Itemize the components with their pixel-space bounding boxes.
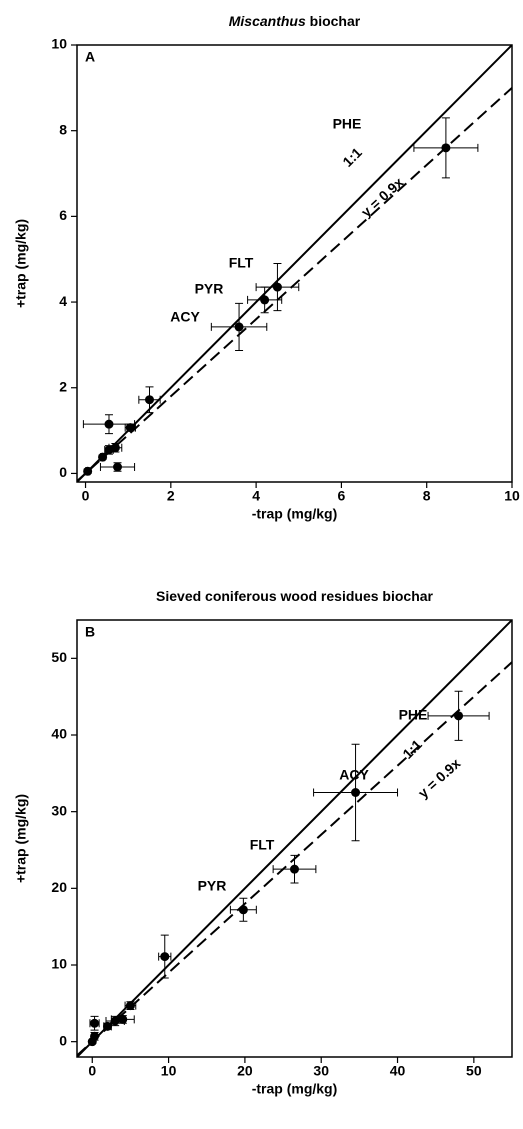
data-point xyxy=(90,1018,100,1028)
data-point xyxy=(118,1014,128,1024)
x-tick-label: 30 xyxy=(313,1063,329,1079)
y-tick-label: 10 xyxy=(51,956,67,972)
x-tick-label: 8 xyxy=(423,488,431,504)
panel-label: A xyxy=(85,49,95,65)
data-point xyxy=(110,1016,120,1026)
plot-area xyxy=(77,620,512,1057)
x-tick-label: 20 xyxy=(237,1063,253,1079)
chart-title-text: Sieved coniferous wood residues biochar xyxy=(156,588,434,604)
y-axis-label: +trap (mg/kg) xyxy=(13,219,29,308)
line-label: 1:1 xyxy=(399,736,425,762)
y-tick-label: 40 xyxy=(51,726,67,742)
reference-line xyxy=(77,45,512,482)
y-tick-label: 0 xyxy=(59,1032,67,1048)
data-point xyxy=(98,452,108,462)
data-point xyxy=(351,788,361,797)
x-tick-label: 0 xyxy=(88,1063,96,1079)
x-tick-label: 0 xyxy=(82,488,90,504)
y-tick-label: 6 xyxy=(59,207,67,223)
data-point xyxy=(234,322,244,332)
x-tick-label: 50 xyxy=(466,1063,482,1079)
data-point xyxy=(260,295,270,305)
panel-label: B xyxy=(85,624,95,640)
y-tick-label: 0 xyxy=(59,464,67,480)
compound-label: PHE xyxy=(399,707,428,723)
y-tick-label: 10 xyxy=(51,36,67,52)
data-point xyxy=(125,1001,135,1011)
y-tick-label: 50 xyxy=(51,649,67,665)
x-tick-label: 10 xyxy=(161,1063,177,1079)
data-point xyxy=(145,395,154,405)
compound-label: FLT xyxy=(250,837,275,853)
data-point xyxy=(160,952,170,962)
y-tick-label: 20 xyxy=(51,879,67,895)
data-point xyxy=(454,711,464,721)
x-tick-label: 40 xyxy=(390,1063,406,1079)
data-point xyxy=(83,466,93,476)
data-point xyxy=(290,864,299,874)
x-tick-label: 4 xyxy=(252,488,260,504)
y-tick-label: 4 xyxy=(59,293,67,309)
x-axis-label: -trap (mg/kg) xyxy=(252,506,338,522)
y-tick-label: 2 xyxy=(59,378,67,394)
data-point xyxy=(87,1037,97,1047)
x-axis-label: -trap (mg/kg) xyxy=(252,1081,338,1097)
data-point xyxy=(103,1021,113,1031)
compound-label: ACY xyxy=(170,309,200,325)
y-axis-label: +trap (mg/kg) xyxy=(13,794,29,883)
data-point xyxy=(104,445,114,455)
data-point xyxy=(125,423,135,433)
data-point xyxy=(104,419,114,429)
x-tick-label: 10 xyxy=(504,488,520,504)
compound-label: FLT xyxy=(229,255,254,271)
chart-title: Sieved coniferous wood residues biochar xyxy=(156,588,434,604)
data-point xyxy=(113,462,123,472)
compound-label: PHE xyxy=(333,116,362,132)
x-tick-label: 2 xyxy=(167,488,175,504)
chart-title: Miscanthus biochar xyxy=(229,13,361,29)
compound-label: PYR xyxy=(198,878,227,894)
data-point xyxy=(441,143,451,153)
line-label: y = 0.9x xyxy=(358,174,407,220)
y-tick-label: 30 xyxy=(51,802,67,818)
plot-frame xyxy=(76,44,513,483)
line-label: 1:1 xyxy=(339,144,365,170)
y-tick-label: 8 xyxy=(59,121,67,137)
chart-title-text: biochar xyxy=(310,13,361,29)
plot-frame xyxy=(76,619,513,1058)
line-label: y = 0.9x xyxy=(415,755,464,801)
reference-line xyxy=(77,620,512,1057)
reference-line xyxy=(77,87,512,482)
data-point xyxy=(272,282,282,292)
compound-label: PYR xyxy=(195,281,224,297)
chart-title-italic: Miscanthus xyxy=(229,13,306,29)
x-tick-label: 6 xyxy=(338,488,346,504)
plot-area xyxy=(77,45,512,482)
data-point xyxy=(238,905,248,915)
compound-label: ACY xyxy=(339,767,369,783)
